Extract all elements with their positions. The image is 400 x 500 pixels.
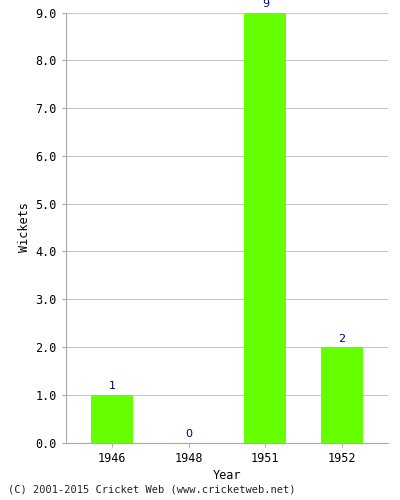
X-axis label: Year: Year — [213, 468, 241, 481]
Text: 0: 0 — [185, 429, 192, 439]
Text: 9: 9 — [262, 0, 269, 9]
Text: (C) 2001-2015 Cricket Web (www.cricketweb.net): (C) 2001-2015 Cricket Web (www.cricketwe… — [8, 484, 296, 494]
Text: 2: 2 — [338, 334, 346, 344]
Bar — [91, 394, 133, 442]
Bar — [244, 12, 286, 442]
Text: 1: 1 — [108, 382, 116, 392]
Y-axis label: Wickets: Wickets — [18, 202, 32, 252]
Bar — [321, 347, 363, 442]
